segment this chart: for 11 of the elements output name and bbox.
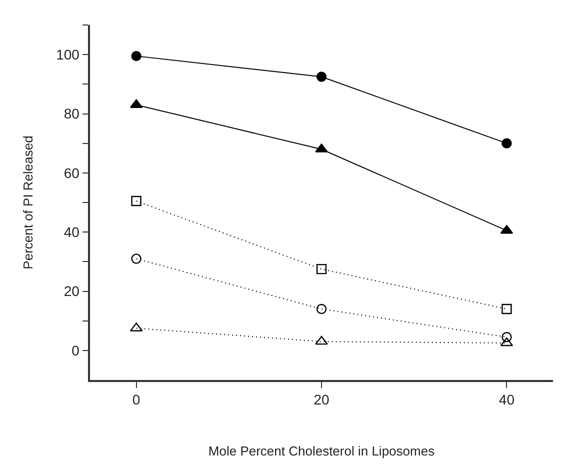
y-axis-title: Percent of PI Released [20, 136, 36, 270]
x-tick-label: 0 [132, 392, 140, 408]
y-tick-label: 100 [56, 46, 80, 62]
x-tick-label: 20 [314, 392, 330, 408]
x-axis-title: Mole Percent Cholesterol in Liposomes [208, 444, 436, 459]
y-tick-label: 0 [72, 342, 80, 358]
y-tick-label: 80 [64, 106, 80, 122]
y-tick-label: 40 [64, 224, 80, 240]
y-tick-label: 20 [64, 283, 80, 300]
x-tick-label: 40 [498, 392, 515, 408]
y-tick-label: 60 [64, 164, 80, 181]
